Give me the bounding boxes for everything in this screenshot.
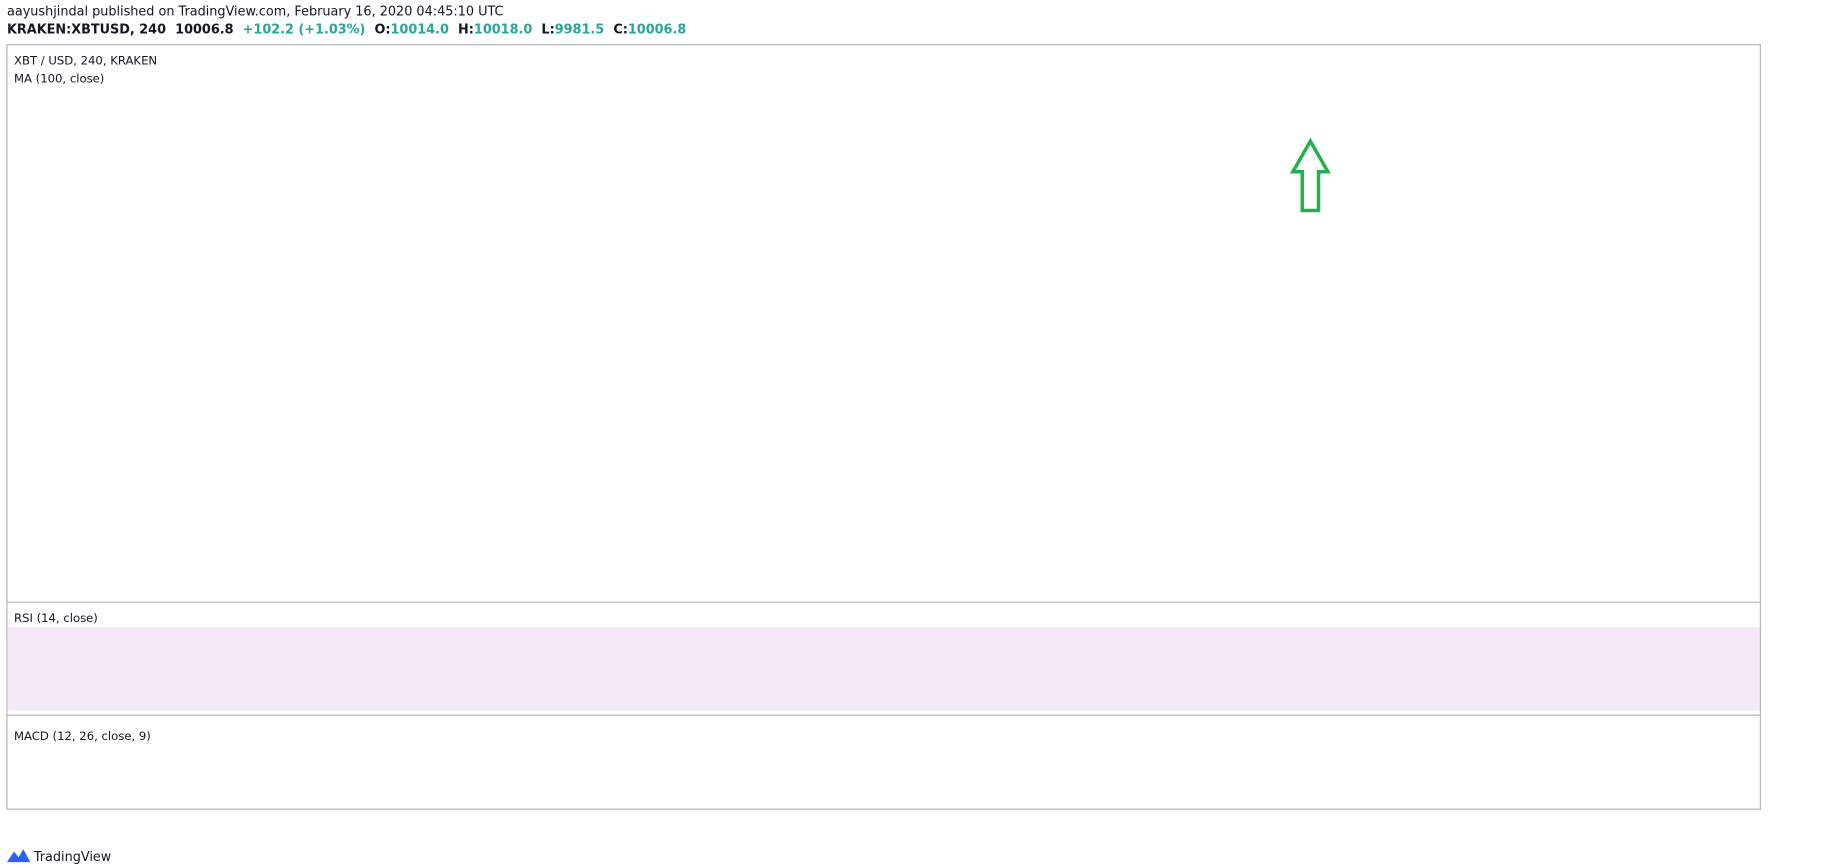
l-label: L: [541,22,554,37]
up-arrow [1289,137,1331,213]
c-value: 10006.8 [628,22,686,37]
ma-legend: MA (100, close) [14,71,104,85]
macd-title: MACD (12, 26, close, 9) [14,729,151,743]
c-label: C: [613,22,628,37]
h-value: 10018.0 [474,22,532,37]
symbol: KRAKEN:XBTUSD, 240 [7,22,166,37]
footer-brand: TradingView [33,850,111,865]
logo [6,849,31,863]
o-value: 10014.0 [391,22,449,37]
symbol-line: KRAKEN:XBTUSD, 240 10006.8 +102.2 (+1.03… [7,22,686,37]
rsi-title: RSI (14, close) [14,611,98,625]
plot-frame [6,44,1761,810]
h-label: H: [458,22,474,37]
price: 10006.8 [175,22,233,37]
o-label: O: [374,22,390,37]
rsi-band-fill [8,626,1761,711]
l-value: 9981.5 [555,22,605,37]
main-title: XBT / USD, 240, KRAKEN [14,54,157,68]
published-line: aayushjindal published on TradingView.co… [7,4,504,19]
change: +102.2 (+1.03%) [243,22,366,37]
